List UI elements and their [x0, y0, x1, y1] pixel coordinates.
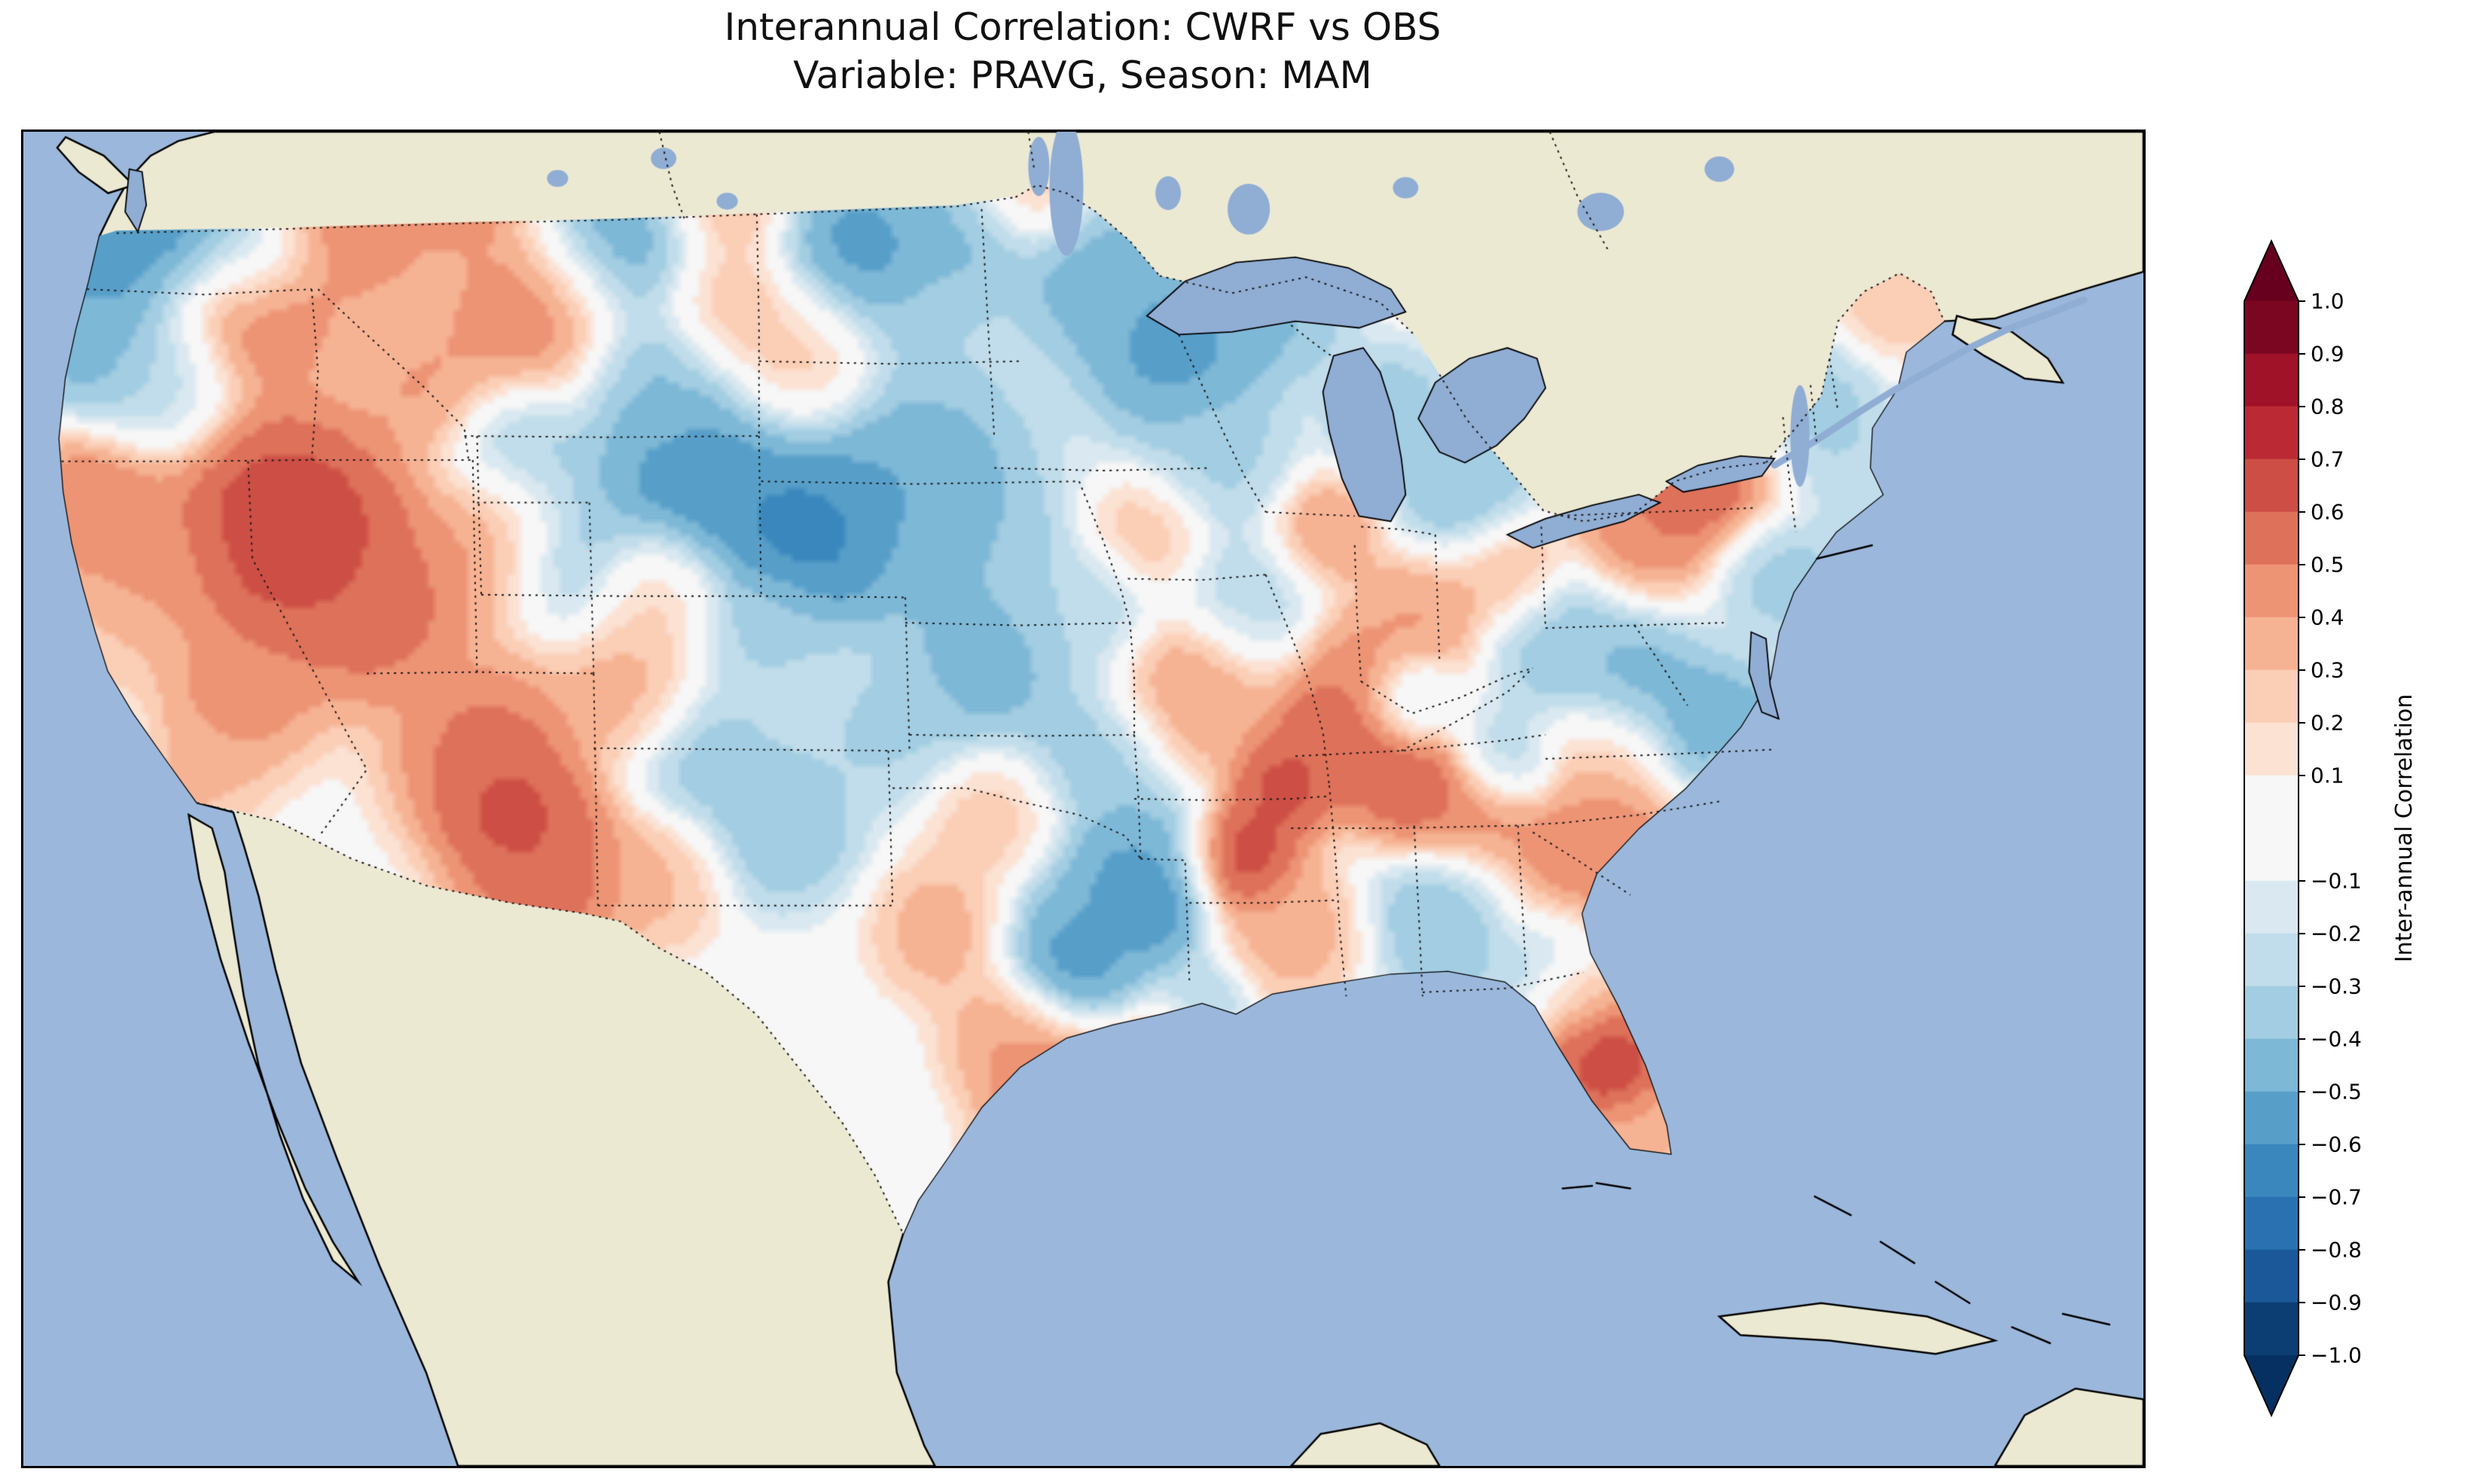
colorbar-tick-label: 0.9	[2311, 342, 2344, 367]
colorbar-segment	[2244, 1249, 2299, 1303]
colorbar-tick-label: 1.0	[2311, 289, 2344, 314]
colorbar-segment	[2244, 880, 2299, 934]
colorbar-segment	[2244, 617, 2299, 671]
colorbar-tick-label: −0.5	[2311, 1080, 2362, 1105]
colorbar-tick-label: −0.6	[2311, 1132, 2362, 1157]
colorbar-tick-label: −1.0	[2311, 1343, 2362, 1368]
colorbar-segment	[2244, 564, 2299, 618]
colorbar-extend-above	[2244, 241, 2299, 301]
colorbar-tick-label: 0.1	[2311, 763, 2344, 788]
colorbar-extend-below	[2244, 1355, 2299, 1415]
colorbar-segment	[2244, 1038, 2299, 1092]
map-panel	[21, 130, 2146, 1468]
colorbar-segment	[2244, 1091, 2299, 1145]
title-line-1: Interannual Correlation: CWRF vs OBS	[724, 5, 1441, 49]
colorbar-tick-label: −0.4	[2311, 1027, 2362, 1052]
colorbar-tick-label: 0.6	[2311, 500, 2344, 525]
colorbar-segment	[2244, 669, 2299, 724]
figure-title: Interannual Correlation: CWRF vs OBS Var…	[21, 3, 2144, 99]
colorbar-tick-label: −0.1	[2311, 869, 2362, 894]
colorbar-segment	[2244, 353, 2299, 407]
colorbar: 1.0 0.9 0.8 0.7 0.6 0.5 0.4 0.3 0.2 0.1 −0.1 −0.2 −0…	[2244, 239, 2418, 1418]
colorbar-tick-label: 0.7	[2311, 447, 2344, 472]
colorbar-tick-label: −0.2	[2311, 922, 2362, 946]
colorbar-segment	[2244, 511, 2299, 565]
colorbar-segment	[2244, 1302, 2299, 1356]
colorbar-segment	[2244, 406, 2299, 460]
colorbar-axis-label: Inter-annual Correlation	[2391, 694, 2418, 962]
colorbar-tick-label: −0.3	[2311, 974, 2362, 999]
colorbar-segment	[2244, 1144, 2299, 1198]
colorbar-tick-label: 0.8	[2311, 395, 2344, 419]
title-line-2: Variable: PRAVG, Season: MAM	[793, 53, 1372, 97]
colorbar-segment	[2244, 933, 2299, 987]
correlation-map-canvas	[23, 132, 2143, 1466]
colorbar-segment	[2244, 300, 2299, 355]
colorbar-segment	[2244, 1196, 2299, 1251]
colorbar-tick-label: 0.2	[2311, 711, 2344, 736]
colorbar-tick-label: 0.5	[2311, 553, 2344, 577]
colorbar-segment	[2244, 722, 2299, 776]
colorbar-tick-label: −0.9	[2311, 1291, 2362, 1315]
colorbar-tick-label: −0.7	[2311, 1185, 2362, 1210]
colorbar-tick-label: 0.3	[2311, 658, 2344, 683]
colorbar-segment	[2244, 775, 2299, 882]
colorbar-segment	[2244, 459, 2299, 513]
colorbar-tick-label: −0.8	[2311, 1238, 2362, 1263]
colorbar-tick-label: 0.4	[2311, 605, 2344, 630]
colorbar-segment	[2244, 986, 2299, 1040]
